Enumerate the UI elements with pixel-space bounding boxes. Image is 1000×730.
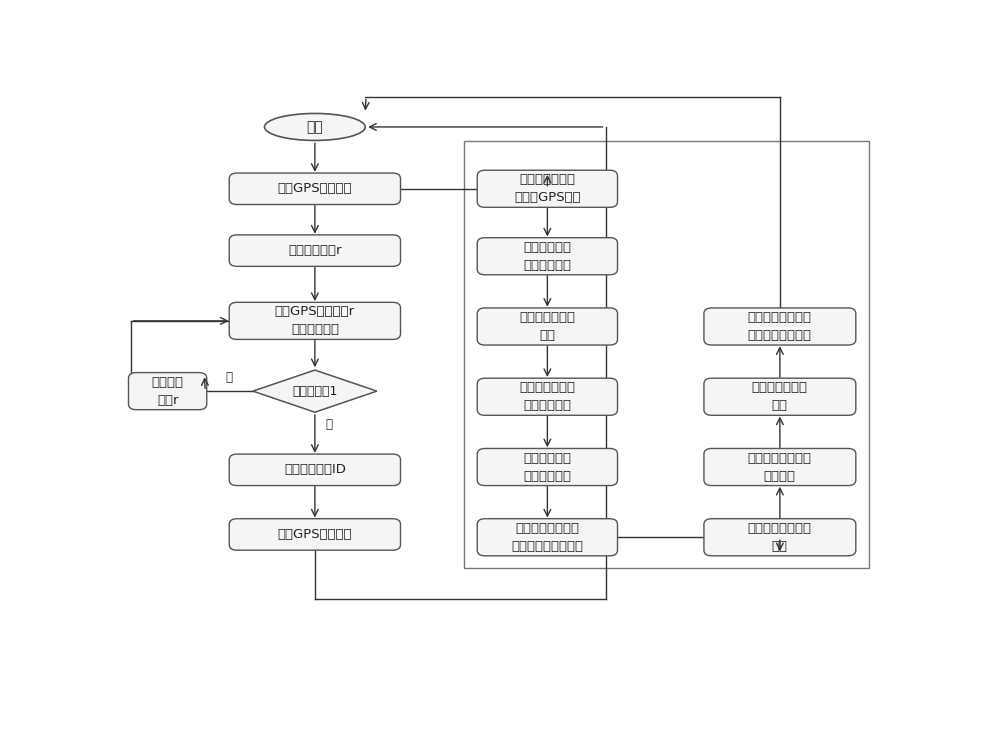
Text: 设置查找范围r: 设置查找范围r bbox=[288, 244, 342, 257]
FancyBboxPatch shape bbox=[704, 519, 856, 556]
Text: 获取GPS点为圆心r
为半径的道路: 获取GPS点为圆心r 为半径的道路 bbox=[275, 305, 355, 337]
FancyBboxPatch shape bbox=[229, 519, 401, 550]
Text: 建立六相位信
号灯控制模型: 建立六相位信 号灯控制模型 bbox=[523, 452, 571, 483]
Text: 根据计算结果调整
红绿灯各相位时间: 根据计算结果调整 红绿灯各相位时间 bbox=[748, 311, 812, 342]
Bar bbox=[464, 141, 869, 568]
FancyBboxPatch shape bbox=[229, 173, 401, 204]
Text: 筛选道路同一方
向车辆GPS数据: 筛选道路同一方 向车辆GPS数据 bbox=[514, 173, 581, 204]
Text: 计算道路的平均
速度: 计算道路的平均 速度 bbox=[519, 311, 575, 342]
FancyBboxPatch shape bbox=[477, 308, 618, 345]
Text: 开始: 开始 bbox=[306, 120, 323, 134]
FancyBboxPatch shape bbox=[477, 519, 618, 556]
FancyBboxPatch shape bbox=[704, 378, 856, 415]
FancyBboxPatch shape bbox=[477, 238, 618, 274]
Text: 交叉路口滞留车辆
总数: 交叉路口滞留车辆 总数 bbox=[748, 522, 812, 553]
FancyBboxPatch shape bbox=[229, 454, 401, 485]
FancyBboxPatch shape bbox=[229, 235, 401, 266]
FancyBboxPatch shape bbox=[704, 448, 856, 485]
Text: 车辆GPS数据获取: 车辆GPS数据获取 bbox=[278, 182, 352, 196]
FancyBboxPatch shape bbox=[704, 308, 856, 345]
Text: 使用粒子群算法
求解: 使用粒子群算法 求解 bbox=[752, 381, 808, 412]
Text: 返回匹配道路ID: 返回匹配道路ID bbox=[284, 464, 346, 477]
Text: 道路中单个车道
的车辆到达率: 道路中单个车道 的车辆到达率 bbox=[519, 381, 575, 412]
Text: 修正查找
范围r: 修正查找 范围r bbox=[152, 376, 184, 407]
Text: 否: 否 bbox=[225, 371, 232, 384]
Polygon shape bbox=[253, 370, 377, 412]
FancyBboxPatch shape bbox=[128, 372, 207, 410]
FancyBboxPatch shape bbox=[477, 170, 618, 207]
Text: 道路同一方向
车辆平均速度: 道路同一方向 车辆平均速度 bbox=[523, 241, 571, 272]
Text: 修正GPS数据记录: 修正GPS数据记录 bbox=[278, 528, 352, 541]
Text: 建立交叉路口求解
目标函数: 建立交叉路口求解 目标函数 bbox=[748, 452, 812, 483]
Text: 道路个数为1: 道路个数为1 bbox=[292, 385, 338, 398]
Text: 是: 是 bbox=[325, 418, 332, 431]
FancyBboxPatch shape bbox=[477, 448, 618, 485]
FancyBboxPatch shape bbox=[229, 302, 401, 339]
FancyBboxPatch shape bbox=[477, 378, 618, 415]
Text: 一个周期单个车道
可能驶离路口车辆数: 一个周期单个车道 可能驶离路口车辆数 bbox=[511, 522, 583, 553]
Ellipse shape bbox=[264, 113, 365, 140]
